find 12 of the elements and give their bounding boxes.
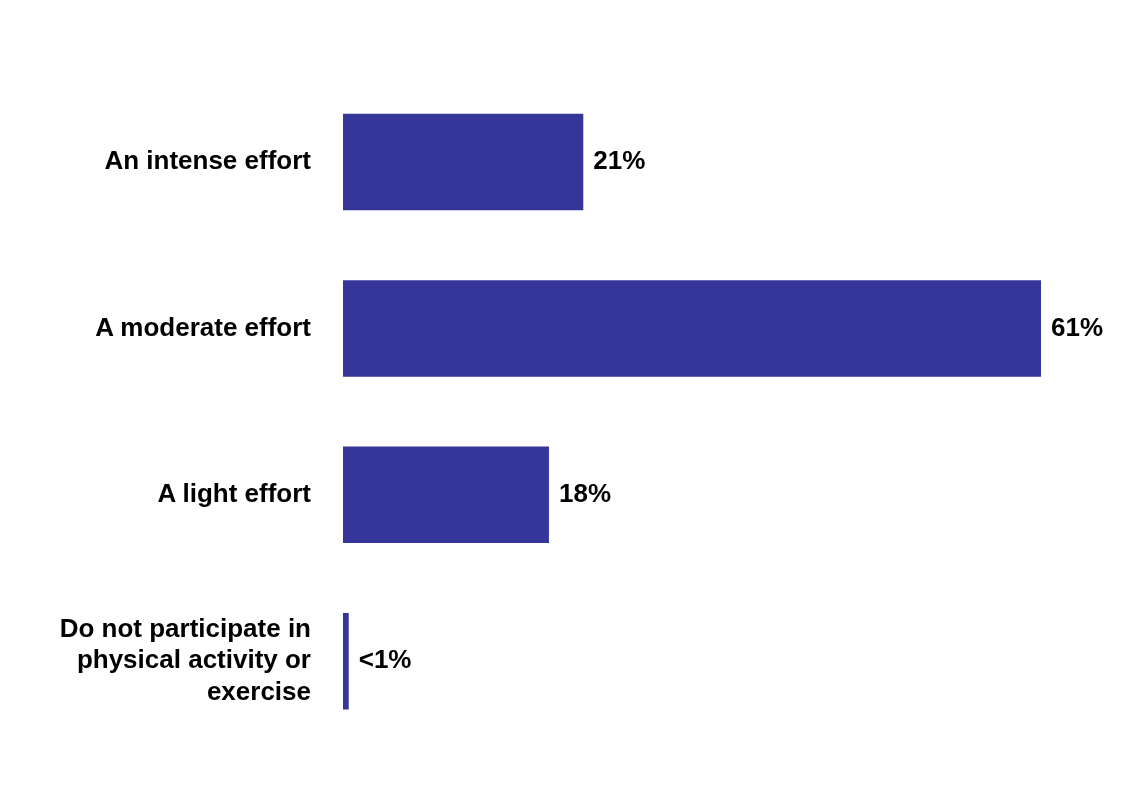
- y-tick-label: A moderate effort: [95, 311, 312, 342]
- bar: [343, 612, 349, 710]
- bar: [343, 446, 549, 544]
- data-label: 21%: [593, 145, 646, 176]
- y-tick-label: An intense effort: [104, 145, 312, 176]
- data-label: 61%: [1051, 311, 1104, 342]
- y-tick-label: A light effort: [157, 477, 312, 508]
- data-label: <1%: [358, 644, 412, 675]
- bar: [343, 280, 1041, 377]
- data-label: 18%: [558, 477, 612, 508]
- bar: [343, 113, 584, 211]
- y-tick-label: Do not participate in physical activity or exercise: [59, 613, 311, 706]
